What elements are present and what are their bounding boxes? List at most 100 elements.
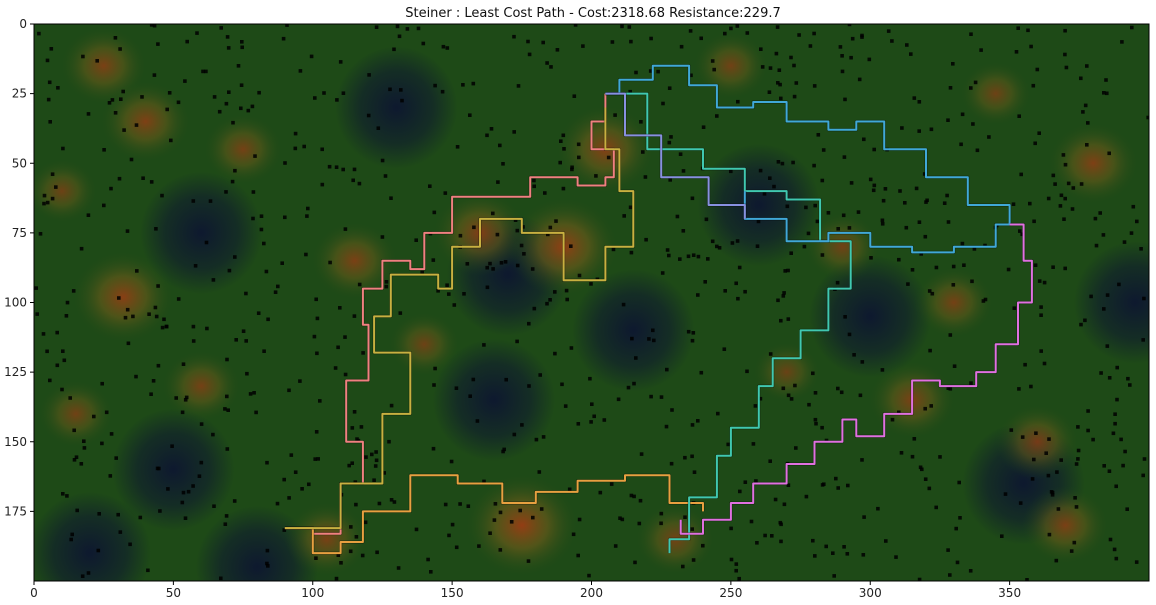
heatmap-low-region (1073, 241, 1149, 364)
grid-point-marker (942, 201, 947, 205)
grid-point-marker (116, 512, 120, 517)
grid-point-marker (836, 386, 840, 391)
grid-point-marker (287, 388, 291, 393)
heatmap-hot-region (959, 61, 1032, 126)
grid-point-marker (72, 458, 77, 462)
heatmap-hot-region (284, 501, 369, 577)
heatmap-hot-region (203, 113, 283, 186)
grid-point-marker (559, 139, 563, 143)
heatmap-low-region (432, 338, 556, 462)
grid-point-marker (928, 348, 932, 353)
grid-point-marker (553, 290, 557, 294)
grid-point-marker (588, 376, 592, 381)
grid-point-marker (973, 80, 978, 85)
grid-point-marker (223, 522, 228, 526)
grid-point-marker (807, 402, 811, 407)
grid-point-marker (191, 199, 196, 203)
heatmap-hot-region (34, 158, 98, 224)
grid-point-marker (156, 363, 161, 368)
grid-point-marker (357, 282, 362, 287)
grid-point-marker (1063, 28, 1067, 33)
grid-point-marker (613, 113, 617, 117)
grid-point-marker (804, 494, 809, 499)
grid-point-marker (555, 48, 560, 52)
grid-point-marker (849, 181, 854, 185)
grid-point-marker (68, 396, 72, 400)
grid-point-marker (659, 511, 664, 516)
grid-point-marker (836, 486, 840, 490)
grid-point-marker (538, 373, 542, 377)
grid-point-marker (450, 522, 455, 527)
grid-point-marker (449, 459, 454, 464)
grid-point-marker (151, 379, 156, 383)
grid-point-marker (665, 248, 670, 252)
grid-point-marker (847, 332, 852, 337)
grid-point-marker (513, 218, 518, 222)
grid-point-marker (948, 573, 952, 577)
grid-point-marker (462, 292, 466, 296)
grid-point-marker (262, 241, 266, 246)
grid-point-marker (45, 58, 50, 63)
grid-point-marker (813, 417, 818, 422)
grid-point-marker (485, 133, 489, 138)
grid-point-marker (259, 227, 264, 232)
grid-point-marker (482, 479, 486, 484)
grid-point-marker (343, 227, 348, 231)
grid-point-marker (872, 147, 876, 152)
grid-point-marker (520, 423, 524, 427)
grid-point-marker (1011, 202, 1016, 206)
grid-point-marker (969, 32, 973, 36)
grid-point-marker (354, 502, 358, 507)
x-tick-label: 350 (998, 586, 1021, 600)
grid-point-marker (840, 69, 845, 74)
grid-point-marker (1066, 181, 1071, 186)
grid-point-marker (250, 104, 255, 109)
grid-point-marker (598, 490, 603, 495)
grid-point-marker (443, 502, 448, 507)
grid-point-marker (917, 577, 922, 581)
grid-point-marker (1059, 193, 1064, 198)
grid-point-marker (1083, 103, 1088, 108)
grid-point-marker (282, 528, 287, 532)
grid-point-marker (1104, 78, 1108, 82)
grid-point-marker (736, 99, 740, 104)
grid-point-marker (770, 534, 774, 538)
grid-point-marker (1063, 52, 1067, 57)
grid-point-marker (532, 306, 537, 311)
grid-point-marker (276, 284, 280, 289)
grid-point-marker (906, 282, 910, 286)
grid-point-marker (147, 312, 151, 316)
grid-point-marker (100, 381, 104, 386)
grid-point-marker (496, 180, 500, 184)
grid-point-marker (572, 94, 577, 98)
grid-point-marker (491, 267, 495, 271)
grid-point-marker (48, 378, 52, 383)
grid-point-marker (923, 234, 928, 239)
grid-point-marker (49, 47, 54, 51)
grid-point-marker (1018, 501, 1023, 505)
grid-point-marker (565, 297, 569, 302)
grid-point-marker (1105, 293, 1110, 297)
grid-point-marker (570, 165, 574, 170)
grid-point-marker (969, 86, 973, 90)
grid-point-marker (910, 454, 915, 459)
grid-point-marker (454, 545, 459, 550)
grid-point-marker (638, 498, 643, 503)
grid-point-marker (254, 410, 258, 415)
grid-point-marker (773, 497, 778, 502)
grid-point-marker (643, 175, 648, 179)
grid-point-marker (776, 81, 780, 85)
grid-point-marker (498, 143, 502, 148)
grid-point-marker (987, 135, 991, 139)
grid-point-marker (831, 551, 835, 555)
grid-point-marker (1012, 306, 1017, 310)
grid-point-marker (97, 512, 101, 516)
grid-point-marker (526, 39, 530, 44)
grid-point-marker (786, 483, 791, 487)
grid-point-marker (1054, 558, 1059, 563)
grid-point-marker (445, 283, 449, 287)
grid-point-marker (234, 338, 238, 342)
grid-point-marker (730, 241, 735, 245)
grid-point-marker (191, 324, 196, 329)
grid-point-marker (102, 148, 106, 152)
